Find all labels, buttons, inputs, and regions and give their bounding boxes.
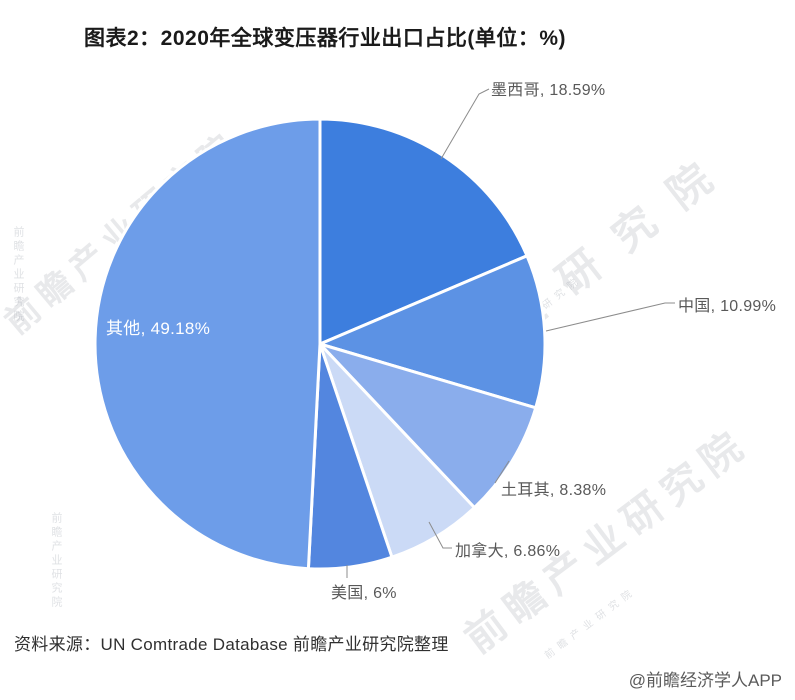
chart-title: 图表2：2020年全球变压器行业出口占比(单位：%) [84, 27, 567, 50]
leader-lines [346, 88, 675, 578]
pie-slice-中国 [318, 254, 547, 410]
leader-line-中国 [545, 302, 675, 332]
pie-slices [93, 117, 547, 571]
source-note: 资料来源：UN Comtrade Database 前瞻产业研究院整理 [14, 635, 449, 654]
pie-slice-土耳其 [318, 342, 538, 510]
pie-slice-其他 [93, 117, 322, 571]
leader-line-加拿大 [428, 521, 452, 549]
app-credit: @前瞻经济学人APP [628, 671, 782, 690]
leader-line-土耳其 [494, 460, 510, 484]
pie-slice-墨西哥 [318, 117, 529, 346]
leader-line-墨西哥 [440, 88, 490, 160]
